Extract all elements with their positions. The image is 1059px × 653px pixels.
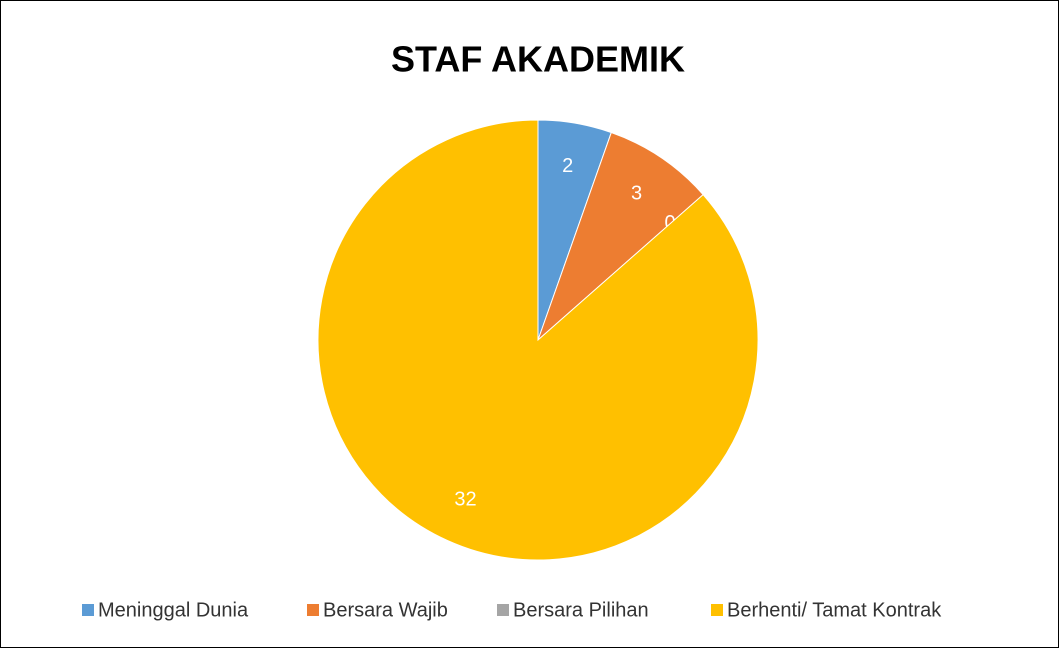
legend-swatch <box>497 604 509 616</box>
legend-label: Berhenti/ Tamat Kontrak <box>727 599 942 621</box>
legend-swatch <box>307 604 319 616</box>
legend-label: Meninggal Dunia <box>98 599 249 621</box>
data-label: 32 <box>454 489 476 511</box>
legend-label: Bersara Wajib <box>323 599 448 621</box>
legend-swatch <box>82 604 94 616</box>
data-label: 2 <box>562 155 573 177</box>
chart-title: STAF AKADEMIK <box>391 39 685 80</box>
legend-label: Bersara Pilihan <box>513 599 649 621</box>
pie-slice <box>536 131 704 342</box>
data-label: 0 <box>665 212 676 234</box>
legend-swatch <box>711 604 723 616</box>
pie-slice <box>317 119 759 561</box>
data-label: 3 <box>631 182 642 204</box>
